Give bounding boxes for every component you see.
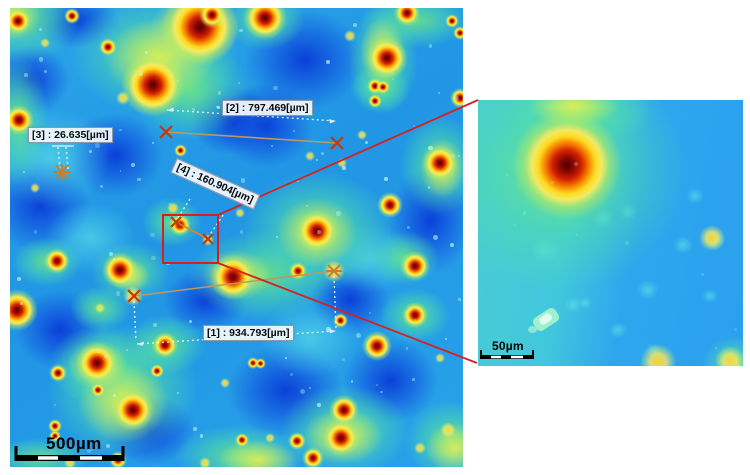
measurement-label-1[interactable]: [1] : 934.793[µm] — [203, 325, 294, 341]
inset-scalebar-label: 50µm — [492, 339, 524, 353]
measurement-label-2[interactable]: [2] : 797.469[µm] — [222, 100, 313, 116]
measurement-label-3[interactable]: [3] : 26.635[µm] — [28, 127, 113, 143]
main-heatmap-image[interactable]: 500µm — [10, 8, 463, 467]
main-scalebar-label: 500µm — [46, 434, 102, 453]
particle-blob-tail — [528, 326, 537, 333]
inset-zoom-image[interactable]: 50µm — [478, 100, 743, 366]
